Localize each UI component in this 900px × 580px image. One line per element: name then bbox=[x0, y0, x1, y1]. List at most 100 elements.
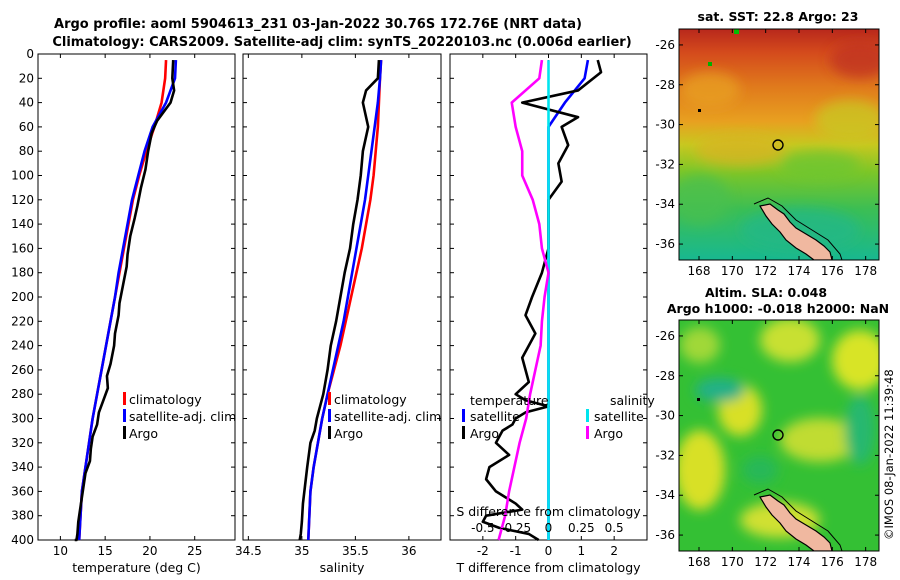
x-tick-label: 35 bbox=[294, 544, 309, 558]
y-tick-label: 20 bbox=[19, 71, 34, 85]
map-y-tick-label: -30 bbox=[655, 118, 675, 132]
map-y-tick-label: -28 bbox=[655, 369, 675, 383]
legend-label: Argo bbox=[470, 426, 499, 441]
nz-shelf-contour bbox=[753, 488, 843, 551]
x-tick-label: 35.5 bbox=[342, 544, 369, 558]
map-x-tick-label: 170 bbox=[721, 264, 744, 278]
legend-swatch bbox=[328, 392, 331, 405]
sla-map-panel: Altim. SLA: 0.048 Argo h1000: -0.018 h20… bbox=[655, 285, 889, 569]
y-tick-label: 340 bbox=[11, 460, 34, 474]
legend-swatch bbox=[462, 426, 465, 439]
nz-coastline bbox=[759, 494, 833, 551]
map-y-tick-label: -34 bbox=[655, 197, 675, 211]
y-tick-label: 60 bbox=[19, 120, 34, 134]
map-y-tick-label: -26 bbox=[655, 38, 675, 52]
y-tick-label: 140 bbox=[11, 217, 34, 231]
y-tick-label: 80 bbox=[19, 144, 34, 158]
y-tick-label: 280 bbox=[11, 387, 34, 401]
map-x-tick-label: 168 bbox=[688, 264, 711, 278]
x-tick-label: 20 bbox=[142, 544, 157, 558]
x-axis-label: temperature (deg C) bbox=[72, 560, 201, 575]
map-y-tick-label: -32 bbox=[655, 448, 675, 462]
map-x-tick-label: 178 bbox=[854, 555, 877, 569]
sla-missing-pixel bbox=[697, 398, 700, 401]
series-line bbox=[306, 59, 383, 541]
map-y-tick-label: -36 bbox=[655, 237, 675, 251]
map-y-tick-label: -30 bbox=[655, 409, 675, 423]
legend-label: satellite-adj. clim bbox=[129, 409, 236, 424]
map-x-tick-label: 172 bbox=[754, 555, 777, 569]
x-tick-label: 34.5 bbox=[235, 544, 262, 558]
sst-missing-pixel bbox=[734, 29, 739, 34]
y-tick-label: 180 bbox=[11, 266, 34, 280]
legend-label: climatology bbox=[334, 392, 407, 407]
series-line bbox=[481, 59, 603, 542]
map-x-tick-label: 170 bbox=[721, 555, 744, 569]
x-tick-label: 36 bbox=[401, 544, 416, 558]
sst-argo-marker bbox=[772, 139, 784, 151]
s-tick-label: 0 bbox=[545, 521, 553, 535]
map-x-tick-label: 174 bbox=[788, 264, 811, 278]
legend-group-title: temperature bbox=[470, 393, 549, 408]
map-x-tick-label: 176 bbox=[821, 555, 844, 569]
legend-swatch bbox=[586, 426, 589, 439]
plot-frame bbox=[242, 53, 442, 541]
x-axis-label: T difference from climatology bbox=[455, 560, 641, 575]
temperature-panel: 0 20 40 60 80 100 120 140 160 180 200 220 240 260 280 3… bbox=[11, 47, 236, 575]
y-tick-label: 0 bbox=[26, 47, 34, 61]
legend-label: satellite-adj. clim bbox=[334, 409, 441, 424]
map-y-tick-label: -32 bbox=[655, 157, 675, 171]
x-tick-label: 10 bbox=[53, 544, 68, 558]
s-tick-label: -0.25 bbox=[500, 521, 531, 535]
y-tick-label: 40 bbox=[19, 96, 34, 110]
x-axis-label: salinity bbox=[320, 560, 365, 575]
nz-coastline bbox=[759, 203, 833, 260]
map-x-tick-label: 168 bbox=[688, 555, 711, 569]
legend-label: Argo bbox=[129, 426, 158, 441]
timestamp-label: ©IMOS 08-Jan-2022 11:39:48 bbox=[882, 369, 896, 540]
s-tick-label: -0.5 bbox=[471, 521, 494, 535]
sst-missing-pixel bbox=[708, 62, 712, 66]
x-tick-label: 25 bbox=[187, 544, 202, 558]
s-tick-label: 0.5 bbox=[605, 521, 624, 535]
map-y-tick-label: -28 bbox=[655, 78, 675, 92]
series-line bbox=[497, 59, 550, 541]
legend-label: Argo bbox=[334, 426, 363, 441]
y-tick-label: 400 bbox=[11, 533, 34, 547]
x-tick-label: 15 bbox=[98, 544, 113, 558]
legend-label: Argo bbox=[594, 426, 623, 441]
difference-panel: -2 -1 0 1 2 T difference from climatology temp… bbox=[449, 53, 655, 575]
legend-label: satellite bbox=[594, 409, 644, 424]
map-y-tick-label: -34 bbox=[655, 488, 675, 502]
legend-swatch bbox=[328, 409, 331, 422]
sla-argo-marker bbox=[772, 429, 784, 441]
series-line bbox=[74, 60, 176, 542]
map-x-tick-label: 176 bbox=[821, 264, 844, 278]
map-x-tick-label: 172 bbox=[754, 264, 777, 278]
s-axis-label: S difference from climatology bbox=[456, 504, 641, 519]
y-tick-label: 240 bbox=[11, 339, 34, 353]
x-tick-label: -1 bbox=[510, 544, 522, 558]
sst-map-panel: sat. SST: 22.8 Argo: 23 168 170 172 174 176 1… bbox=[655, 9, 880, 278]
y-tick-label: 300 bbox=[11, 412, 34, 426]
nz-shelf-contour bbox=[753, 197, 843, 260]
map-y-tick-label: -36 bbox=[655, 528, 675, 542]
figure-title-line2: Climatology: CARS2009. Satellite-adj cli… bbox=[52, 35, 631, 50]
x-tick-label: 1 bbox=[578, 544, 586, 558]
y-tick-label: 120 bbox=[11, 193, 34, 207]
s-tick-label: 0.25 bbox=[568, 521, 595, 535]
sst-map-frame bbox=[678, 28, 880, 261]
sla-map-frame bbox=[678, 319, 880, 552]
y-tick-label: 360 bbox=[11, 484, 34, 498]
y-tick-label: 320 bbox=[11, 436, 34, 450]
x-tick-label: 2 bbox=[610, 544, 618, 558]
y-tick-label: 220 bbox=[11, 314, 34, 328]
y-tick-label: 160 bbox=[11, 241, 34, 255]
legend-swatch bbox=[123, 409, 126, 422]
sla-map-title-line2: Argo h1000: -0.018 h2000: NaN bbox=[667, 301, 889, 316]
y-tick-label: 200 bbox=[11, 290, 34, 304]
y-tick-label: 100 bbox=[11, 169, 34, 183]
legend-swatch bbox=[586, 409, 589, 422]
map-x-tick-label: 178 bbox=[854, 264, 877, 278]
